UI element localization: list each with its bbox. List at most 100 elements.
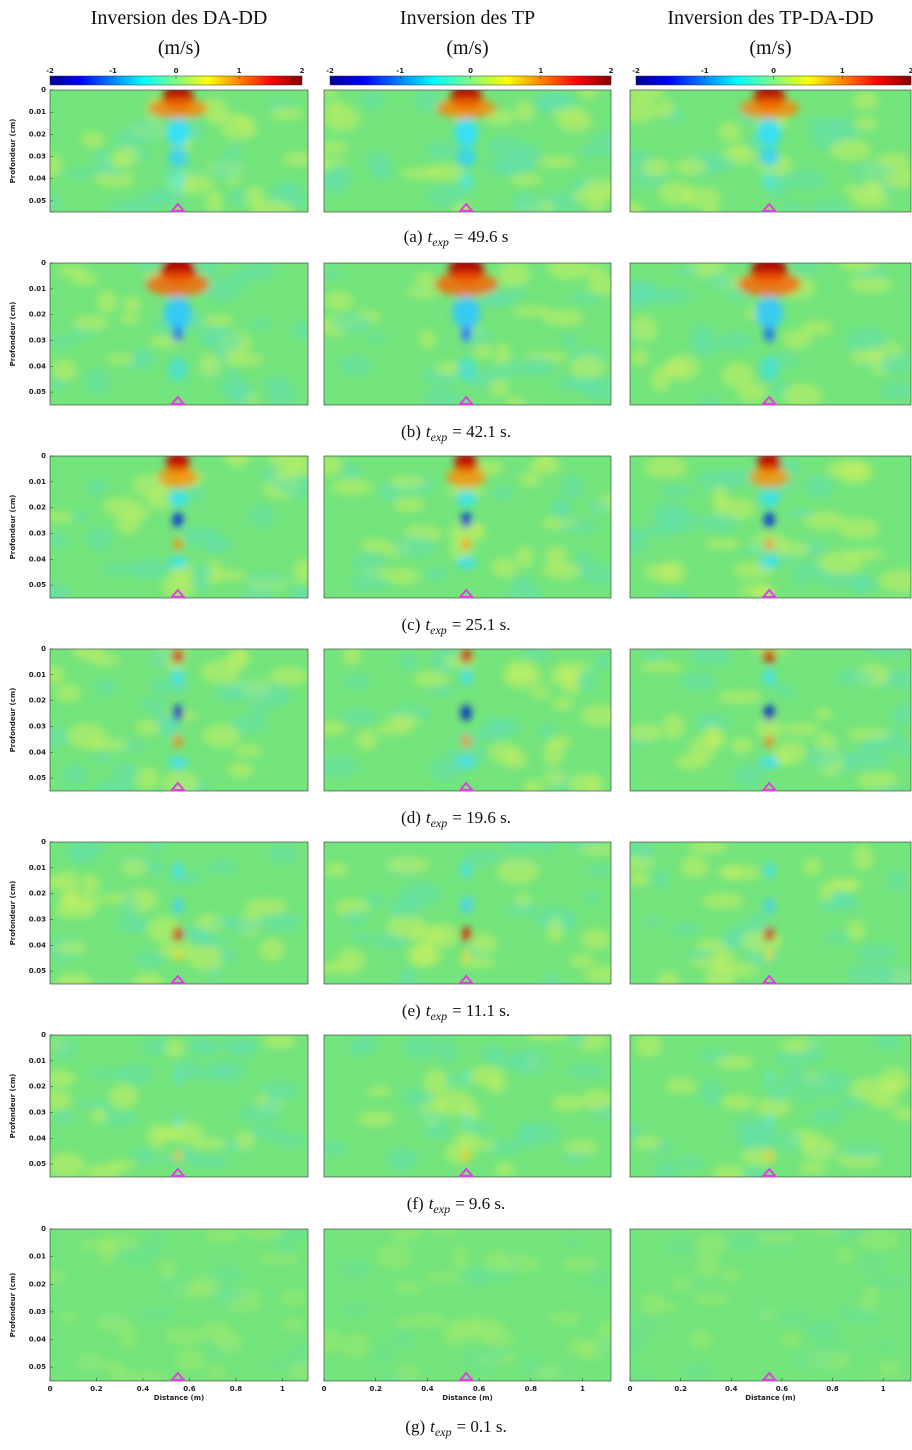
texture-blob <box>660 485 696 498</box>
texture-blob <box>50 154 62 177</box>
texture <box>630 1035 911 1177</box>
anomaly <box>172 862 183 879</box>
colorbar-tick-label: -1 <box>701 67 709 75</box>
colorbar-tick-label: -1 <box>109 67 117 75</box>
y-tick-label: 0.04 <box>29 748 46 756</box>
heatmap <box>324 842 611 984</box>
texture-blob <box>214 1038 259 1052</box>
texture-blob <box>324 141 349 154</box>
texture-blob <box>803 511 846 530</box>
texture-blob <box>118 313 141 324</box>
texture <box>324 1035 611 1177</box>
texture-blob <box>841 1144 885 1160</box>
texture-blob <box>192 565 215 578</box>
y-tick-label: 0 <box>41 1225 46 1233</box>
texture-blob <box>164 871 203 885</box>
column-unit: (m/s) <box>749 37 791 59</box>
caption-value: = 25.1 s. <box>452 615 511 634</box>
caption-value: = 0.1 s. <box>457 1417 507 1436</box>
caption-subscript: exp <box>435 1425 452 1439</box>
anomaly <box>755 296 784 329</box>
y-tick-label: 0.03 <box>29 336 46 344</box>
texture-blob <box>786 508 816 519</box>
texture-blob <box>721 1094 756 1110</box>
source-marker <box>169 974 187 984</box>
texture-blob <box>879 569 911 593</box>
texture-blob <box>876 153 911 167</box>
texture-blob <box>808 1322 832 1340</box>
texture-blob <box>852 190 889 209</box>
texture-blob <box>161 575 195 598</box>
texture-blob <box>874 1035 901 1051</box>
texture-blob <box>131 558 170 580</box>
caption-label: (f) <box>407 1194 424 1213</box>
x-tick-label: 1 <box>580 1385 585 1393</box>
texture-blob <box>784 170 826 190</box>
texture-blob <box>630 842 655 861</box>
texture-blob <box>658 181 694 205</box>
texture-blob <box>50 1270 68 1283</box>
caption-symbol: t <box>425 615 431 634</box>
texture-blob <box>542 973 561 984</box>
anomaly <box>462 1112 471 1129</box>
texture-blob <box>551 697 574 711</box>
anomaly <box>454 118 479 147</box>
texture-blob <box>569 954 595 968</box>
y-tick-label: 0.03 <box>29 722 46 730</box>
texture-blob <box>324 862 349 876</box>
texture-blob <box>656 100 675 118</box>
texture-blob <box>542 309 585 326</box>
texture-blob <box>96 164 125 177</box>
texture-blob <box>516 545 534 568</box>
texture-blob <box>404 1035 437 1060</box>
texture-blob <box>399 651 418 672</box>
texture-blob <box>566 1064 605 1078</box>
anomaly <box>172 326 183 342</box>
texture-blob <box>273 1231 296 1257</box>
texture-blob <box>52 1037 79 1059</box>
texture-blob <box>820 899 856 912</box>
caption-symbol: t <box>426 1001 432 1020</box>
texture-blob <box>856 772 899 788</box>
texture-blob <box>783 383 823 405</box>
y-tick-label: 0.05 <box>29 774 46 782</box>
column-unit: (m/s) <box>446 37 488 59</box>
texture-blob <box>159 1276 192 1297</box>
caption-subscript: exp <box>430 623 447 637</box>
heatmap <box>630 1229 911 1381</box>
texture-blob <box>690 322 713 345</box>
anomaly <box>171 669 184 686</box>
texture-blob <box>133 950 169 967</box>
texture-blob <box>446 747 490 763</box>
texture-blob <box>100 563 143 575</box>
texture-blob <box>756 1097 791 1117</box>
colorbar-tick-label: -2 <box>632 67 640 75</box>
caption-subscript: exp <box>432 235 449 249</box>
texture-blob <box>587 1271 611 1288</box>
texture-blob <box>51 1111 75 1124</box>
y-tick-label: 0.05 <box>29 1363 46 1371</box>
anomaly <box>765 735 774 748</box>
texture-blob <box>715 332 755 351</box>
texture-blob <box>641 649 667 662</box>
texture-blob <box>249 504 275 528</box>
texture-blob <box>205 860 239 874</box>
texture-blob <box>651 869 669 889</box>
texture-blob <box>630 1374 656 1381</box>
texture-blob <box>353 552 385 577</box>
colorbar-tick-label: 1 <box>538 67 543 75</box>
anomaly <box>458 171 475 192</box>
anomaly <box>764 326 775 342</box>
texture-blob <box>495 359 535 376</box>
texture-blob <box>563 1140 599 1155</box>
y-tick-label: 0.04 <box>29 1134 46 1142</box>
texture-blob <box>280 1289 308 1306</box>
texture-blob <box>389 895 421 920</box>
texture-blob <box>117 915 145 932</box>
texture-blob <box>269 667 308 686</box>
texture-blob <box>221 122 258 140</box>
texture-blob <box>548 1311 582 1326</box>
anomaly <box>764 927 775 942</box>
texture-blob <box>324 962 349 974</box>
source-marker <box>169 588 187 598</box>
